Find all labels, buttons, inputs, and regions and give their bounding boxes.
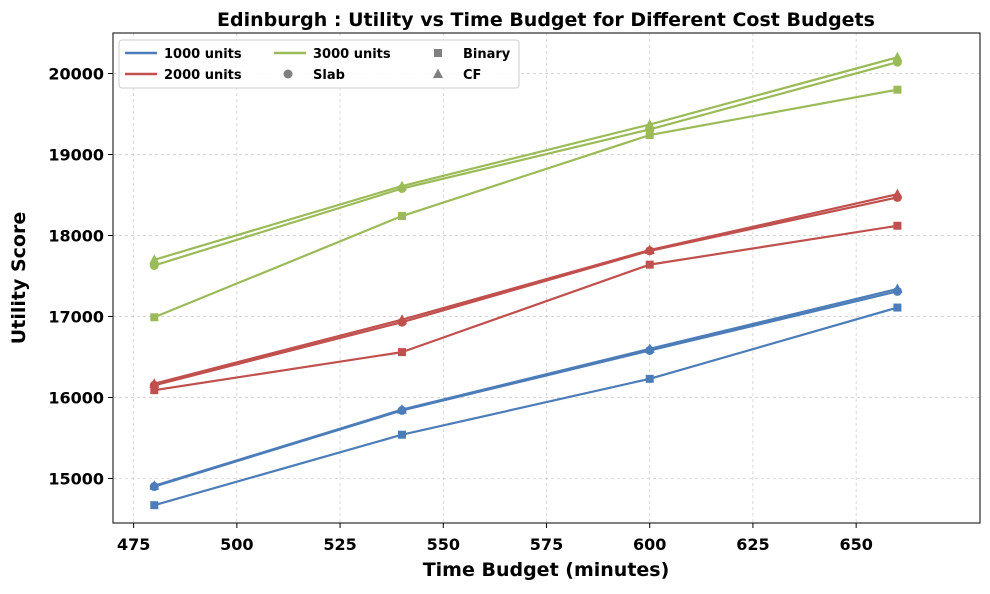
data-point bbox=[398, 430, 406, 439]
data-point bbox=[149, 254, 160, 264]
series-2000-circle bbox=[149, 192, 902, 390]
y-tick-label: 20000 bbox=[48, 64, 104, 83]
x-axis-title: Time Budget (minutes) bbox=[423, 559, 670, 581]
data-point bbox=[397, 314, 407, 324]
data-point bbox=[398, 212, 406, 221]
data-point bbox=[893, 221, 902, 230]
legend-entry-label: 1000 units bbox=[164, 47, 242, 62]
data-point bbox=[149, 480, 160, 490]
series-line bbox=[154, 193, 898, 385]
series-3000-square bbox=[150, 85, 902, 322]
x-tick-label: 525 bbox=[323, 535, 356, 554]
series-line bbox=[153, 61, 898, 267]
data-point bbox=[150, 501, 159, 510]
x-tick-label: 575 bbox=[530, 535, 563, 554]
data-point bbox=[892, 188, 903, 199]
series-group bbox=[149, 51, 903, 510]
data-point bbox=[150, 313, 159, 322]
series-1000-circle bbox=[149, 286, 902, 492]
data-point bbox=[893, 85, 902, 94]
data-point bbox=[398, 348, 406, 357]
series-line bbox=[154, 224, 898, 392]
series-line bbox=[153, 88, 898, 319]
y-axis-title: Utility Score bbox=[8, 212, 30, 344]
legend: 1000 units 2000 units 3000 units Slab Binary… bbox=[118, 39, 520, 89]
series-2000-square bbox=[150, 221, 902, 395]
data-point bbox=[150, 386, 159, 395]
y-tick-label: 17000 bbox=[48, 307, 104, 326]
data-point bbox=[149, 378, 160, 388]
y-tick-label: 16000 bbox=[48, 388, 104, 407]
series-line bbox=[153, 290, 898, 488]
data-point bbox=[893, 303, 902, 312]
legend-entry-label: Binary bbox=[463, 47, 511, 62]
series-line bbox=[153, 306, 898, 507]
chart-title: Edinburgh : Utility vs Time Budget for D… bbox=[217, 9, 875, 31]
x-tick-label: 500 bbox=[220, 535, 253, 554]
x-tick-label: 650 bbox=[839, 535, 872, 554]
legend-box bbox=[118, 39, 520, 89]
legend-marker-swatch bbox=[433, 68, 443, 78]
x-tick-label: 625 bbox=[736, 535, 769, 554]
x-tick-label: 600 bbox=[633, 535, 666, 554]
series-1000-square bbox=[150, 303, 902, 510]
y-axis: 15000 16000 17000 18000 19000 20000 bbox=[48, 64, 113, 488]
data-point bbox=[644, 244, 655, 255]
series-1000-triangle bbox=[149, 283, 903, 490]
y-tick-label: 18000 bbox=[48, 226, 104, 245]
y-tick-label: 15000 bbox=[48, 469, 104, 488]
data-point bbox=[645, 374, 654, 383]
legend-entry-label: 2000 units bbox=[164, 68, 242, 83]
legend-entry-label: Slab bbox=[313, 68, 345, 83]
x-tick-label: 475 bbox=[117, 535, 150, 554]
series-line bbox=[154, 196, 898, 387]
data-point bbox=[645, 260, 654, 269]
legend-marker-swatch bbox=[283, 69, 293, 79]
data-point bbox=[645, 131, 654, 140]
x-axis: 475 500 525 550 575 600 625 650 bbox=[117, 523, 873, 554]
series-line bbox=[153, 287, 898, 487]
data-point bbox=[892, 51, 903, 62]
data-point bbox=[644, 343, 655, 353]
data-point bbox=[644, 119, 655, 129]
data-point bbox=[397, 180, 407, 191]
series-2000-triangle bbox=[149, 188, 903, 388]
data-point bbox=[397, 404, 407, 414]
legend-entry-label: CF bbox=[463, 68, 481, 83]
data-point bbox=[892, 283, 903, 293]
y-tick-label: 19000 bbox=[48, 145, 104, 164]
legend-entry-label: 3000 units bbox=[313, 47, 391, 62]
x-tick-label: 550 bbox=[427, 535, 460, 554]
series-3000-triangle bbox=[149, 51, 903, 264]
legend-marker-swatch bbox=[434, 49, 442, 57]
series-3000-circle bbox=[149, 57, 902, 270]
series-line bbox=[153, 56, 898, 261]
